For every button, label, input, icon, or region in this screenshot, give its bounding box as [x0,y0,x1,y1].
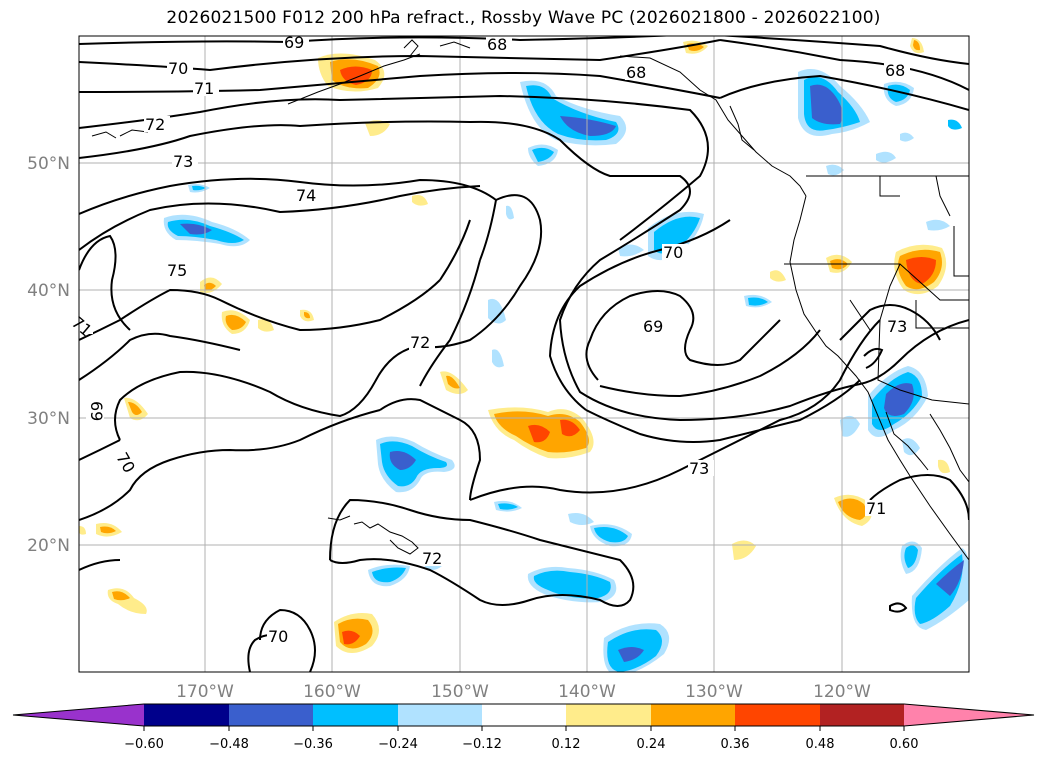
contour-label: 68 [885,61,905,80]
contour-label: 73 [173,152,193,171]
contour-label: 71 [194,79,214,98]
lon-label: 160°W [303,682,361,702]
lon-label: 130°W [685,682,743,702]
colorbar-extend-left [13,704,144,726]
contour-label: 73 [887,317,907,336]
contour-label: 72 [410,333,430,352]
contour-label: 71 [866,499,886,518]
contour-label: 74 [296,186,316,205]
lat-label: 50°N [27,154,70,174]
contour-label: 70 [663,243,683,262]
lon-label: 120°W [813,682,871,702]
map-title: 2026021500 F012 200 hPa refract., Rossby… [166,8,881,28]
colorbar-segment [229,704,313,726]
colorbar-segment [313,704,398,726]
map-frame [78,35,970,673]
colorbar-tick-label: 0.48 [806,737,835,752]
contour-label: 68 [626,63,646,82]
colorbar-segment [651,704,735,726]
colorbar-segment [735,704,820,726]
coastlines [91,39,969,561]
contour-label: 70 [168,59,188,78]
colorbar-extend-right [904,704,1034,726]
lon-label: 140°W [558,682,616,702]
colorbar-tick-label: 0.60 [890,737,919,752]
colorbar: −0.60 −0.48 −0.36 −0.24 −0.12 0.12 0.24 … [12,703,1035,752]
colorbar-segment [482,704,566,726]
colorbar-segment [820,704,904,726]
contour-label: 72 [145,115,165,134]
contour-label: 75 [167,261,187,280]
map-panel [79,36,969,672]
contour-label: 72 [422,549,442,568]
contour-label: 68 [487,35,507,54]
lat-label: 40°N [27,281,70,301]
contour-label: 73 [689,459,709,478]
lon-label: 150°W [431,682,489,702]
colorbar-tick-label: 0.12 [552,737,581,752]
colorbar-tick-label: 0.36 [721,737,750,752]
lon-label: 170°W [176,682,234,702]
contour-label: 69 [87,401,106,421]
contour-label: 69 [284,33,304,52]
colorbar-tick-label: −0.24 [378,737,418,752]
colorbar-tick-label: −0.12 [462,737,502,752]
latitude-labels: 50°N 40°N 30°N 20°N [27,154,70,556]
gridlines [79,36,969,672]
colorbar-segment [144,704,229,726]
lat-label: 30°N [27,409,70,429]
colorbar-tick-label: −0.36 [293,737,333,752]
colorbar-tick-label: 0.24 [637,737,666,752]
lat-label: 20°N [27,536,70,556]
contour-label: 70 [268,627,288,646]
colorbar-tick-label: −0.60 [124,737,164,752]
contour-label: 69 [643,317,663,336]
colorbar-segment [566,704,651,726]
longitude-labels: 170°W 160°W 150°W 140°W 130°W 120°W [176,682,871,702]
colorbar-segment [398,704,482,726]
colorbar-tick-label: −0.48 [209,737,249,752]
